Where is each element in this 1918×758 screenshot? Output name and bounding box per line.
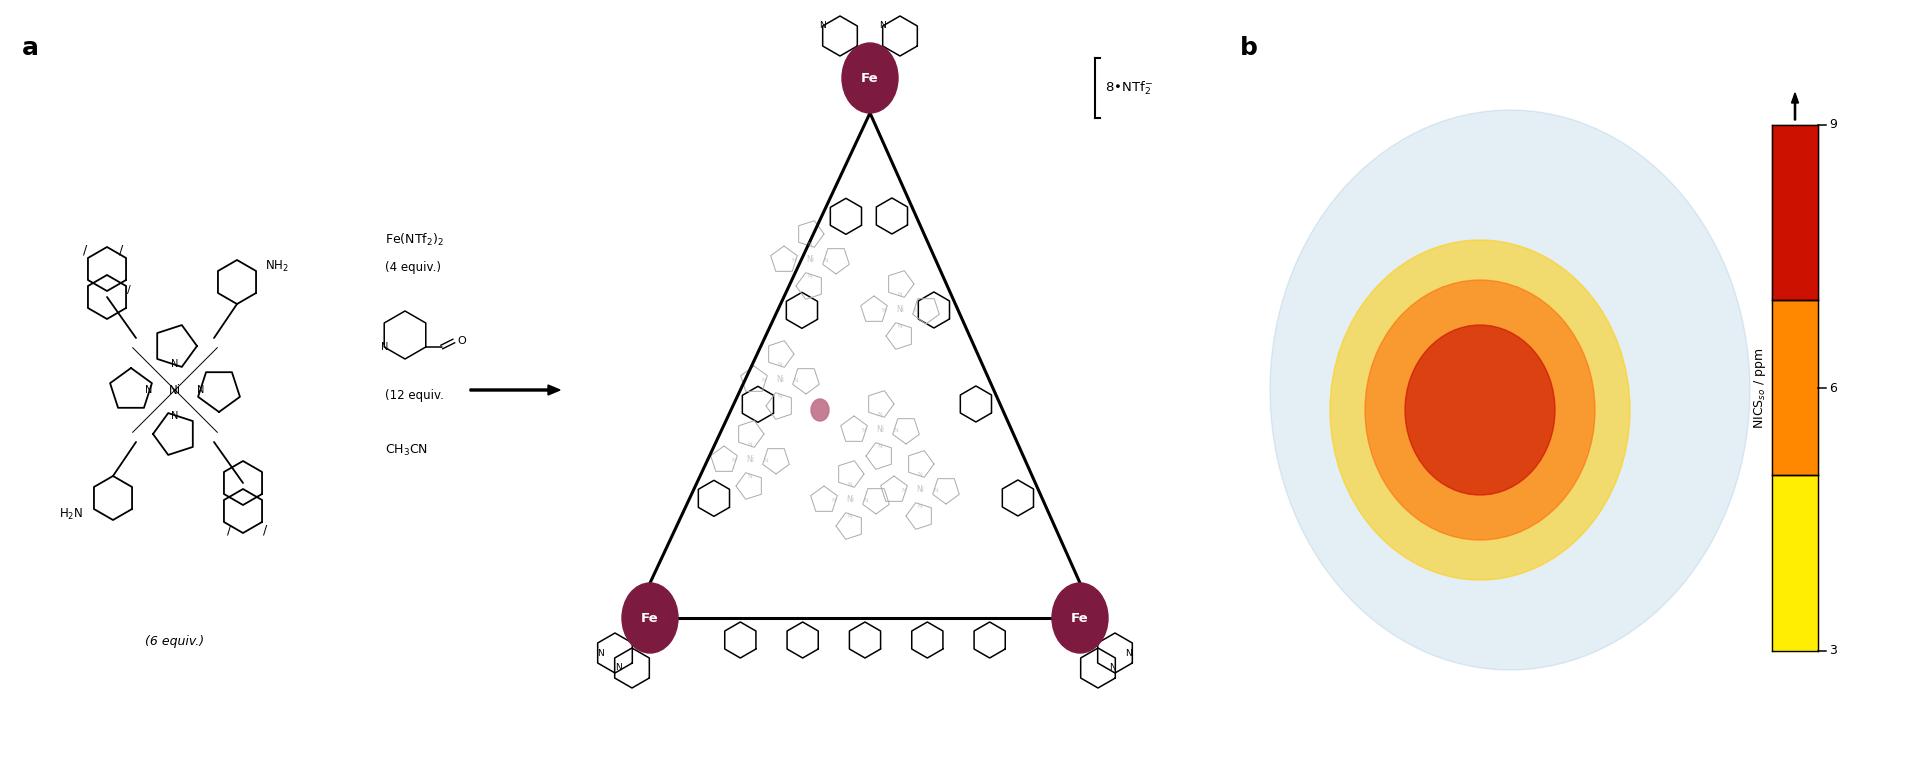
Text: NH$_2$: NH$_2$ xyxy=(265,258,290,274)
Text: Ni: Ni xyxy=(877,425,884,434)
Text: N: N xyxy=(807,274,813,278)
Text: 8•NTf$_2^{-}$: 8•NTf$_2^{-}$ xyxy=(1105,80,1153,97)
Text: /: / xyxy=(263,524,267,537)
Text: 6: 6 xyxy=(1830,381,1837,394)
Text: N: N xyxy=(763,458,769,462)
FancyArrow shape xyxy=(1791,93,1799,120)
Ellipse shape xyxy=(1329,240,1630,580)
Text: Ni: Ni xyxy=(806,255,813,265)
Text: N: N xyxy=(898,292,901,296)
Text: N: N xyxy=(777,362,783,367)
Ellipse shape xyxy=(1366,280,1596,540)
Text: N: N xyxy=(777,393,783,399)
Ellipse shape xyxy=(811,399,829,421)
Text: (6 equiv.): (6 equiv.) xyxy=(146,635,205,648)
Ellipse shape xyxy=(1051,583,1109,653)
Ellipse shape xyxy=(1406,325,1555,495)
Text: N: N xyxy=(794,377,798,383)
Bar xyxy=(1772,300,1818,475)
Text: Ni: Ni xyxy=(169,384,180,396)
Text: CH$_3$CN: CH$_3$CN xyxy=(386,443,428,458)
Text: Fe: Fe xyxy=(861,71,878,84)
Text: Ni: Ni xyxy=(917,486,924,494)
Text: a: a xyxy=(21,36,38,60)
Text: N: N xyxy=(1126,649,1132,657)
Text: N: N xyxy=(748,474,752,478)
Text: Fe: Fe xyxy=(1070,612,1089,625)
FancyArrow shape xyxy=(470,385,560,395)
Ellipse shape xyxy=(842,43,898,113)
Text: N: N xyxy=(792,258,796,262)
Text: N: N xyxy=(198,385,205,395)
Text: /: / xyxy=(119,243,123,256)
Text: (4 equiv.): (4 equiv.) xyxy=(386,262,441,274)
Text: N: N xyxy=(598,649,604,657)
Text: N: N xyxy=(934,487,938,493)
Text: N: N xyxy=(848,513,852,518)
Text: N: N xyxy=(819,21,827,30)
Text: N: N xyxy=(878,412,882,416)
Text: 3: 3 xyxy=(1830,644,1837,657)
Text: N: N xyxy=(863,497,869,503)
Text: N: N xyxy=(894,428,898,433)
Text: Ni: Ni xyxy=(896,305,903,315)
Text: N: N xyxy=(146,385,153,395)
Text: N: N xyxy=(861,428,867,433)
Text: (12 equiv.: (12 equiv. xyxy=(386,389,443,402)
Text: N: N xyxy=(823,258,829,262)
Text: N: N xyxy=(807,242,813,246)
Text: N: N xyxy=(761,377,767,383)
Text: N: N xyxy=(848,481,852,487)
Text: N: N xyxy=(878,443,882,449)
Ellipse shape xyxy=(621,583,677,653)
Text: N: N xyxy=(878,21,886,30)
Text: /: / xyxy=(226,524,232,537)
Text: N: N xyxy=(731,458,737,462)
Text: N: N xyxy=(171,359,178,369)
Text: Fe(NTf$_2$)$_2$: Fe(NTf$_2$)$_2$ xyxy=(386,232,443,248)
Text: Ni: Ni xyxy=(777,375,784,384)
Text: H$_2$N: H$_2$N xyxy=(59,506,82,522)
Text: N: N xyxy=(917,503,923,509)
Text: Ni: Ni xyxy=(846,496,854,505)
Text: N: N xyxy=(171,411,178,421)
Text: N: N xyxy=(917,471,923,477)
Bar xyxy=(1772,125,1818,300)
Text: O: O xyxy=(456,336,466,346)
Text: N: N xyxy=(1109,663,1116,672)
Text: N: N xyxy=(748,441,752,446)
Text: /: / xyxy=(82,243,86,256)
Text: NICS$_{so}$ / ppm: NICS$_{so}$ / ppm xyxy=(1751,347,1768,428)
Text: b: b xyxy=(1241,36,1258,60)
Text: Ni: Ni xyxy=(746,456,754,465)
Text: N: N xyxy=(614,663,621,672)
Text: /: / xyxy=(127,285,130,295)
Text: N: N xyxy=(832,497,836,503)
Text: Fe: Fe xyxy=(641,612,658,625)
Text: N: N xyxy=(901,487,907,493)
Text: N: N xyxy=(380,342,387,352)
Text: 9: 9 xyxy=(1830,118,1837,131)
Bar xyxy=(1772,475,1818,651)
Ellipse shape xyxy=(1270,110,1749,670)
Text: N: N xyxy=(898,324,901,328)
Text: N: N xyxy=(882,308,886,312)
Text: N: N xyxy=(913,308,919,312)
